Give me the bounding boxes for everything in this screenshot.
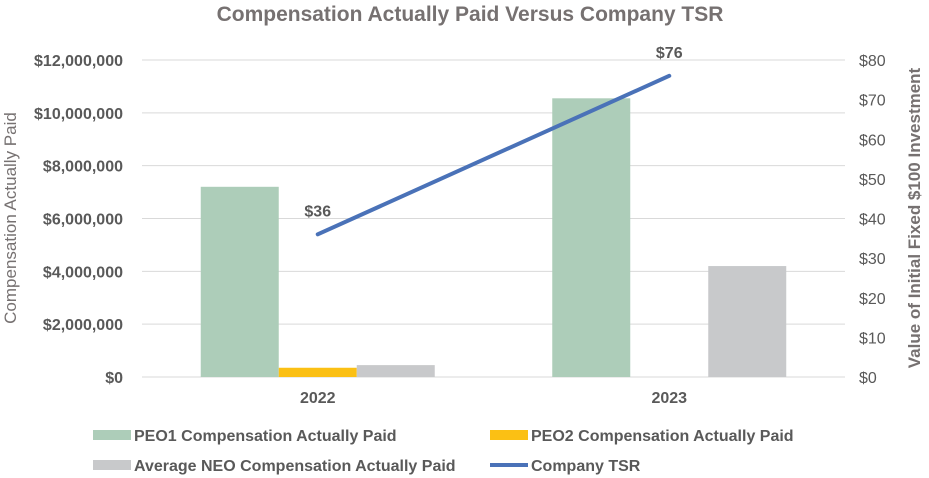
bar — [356, 365, 435, 377]
legend-label: Average NEO Compensation Actually Paid — [134, 458, 456, 475]
y-tick-label-right: $30 — [859, 251, 886, 268]
x-axis: 2022 2023 — [300, 390, 687, 407]
y-tick-label-left: $4,000,000 — [43, 264, 123, 281]
legend: PEO1 Compensation Actually Paid PEO2 Comp… — [93, 428, 794, 475]
y-axis-right: $0 $10 $20 $30 $40 $50 $60 $70 $80 — [859, 53, 886, 387]
y-tick-label-right: $40 — [859, 212, 886, 229]
chart-title: Compensation Actually Paid Versus Compan… — [217, 3, 724, 26]
legend-swatch — [490, 430, 528, 440]
legend-label: PEO2 Compensation Actually Paid — [531, 428, 794, 445]
y-axis-title-left: Compensation Actually Paid — [1, 112, 20, 324]
x-tick-label: 2022 — [300, 390, 336, 407]
y-axis-left: $0 $2,000,000 $4,000,000 $6,000,000 $8,000,0… — [34, 53, 123, 387]
y-tick-label-left: $10,000,000 — [34, 106, 123, 123]
y-tick-label-right: $60 — [859, 132, 886, 149]
legend-label: PEO1 Compensation Actually Paid — [134, 428, 397, 445]
y-tick-label-right: $50 — [859, 172, 886, 189]
y-tick-label-left: $8,000,000 — [43, 159, 123, 176]
x-tick-label: 2023 — [651, 390, 687, 407]
bar — [552, 98, 631, 377]
y-tick-label-right: $70 — [859, 93, 886, 110]
y-tick-label-left: $6,000,000 — [43, 212, 123, 229]
legend-swatch — [93, 430, 131, 440]
legend-label: Company TSR — [531, 458, 641, 475]
y-axis-title-right: Value of Initial Fixed $100 Investment — [905, 67, 924, 368]
y-tick-label-right: $20 — [859, 291, 886, 308]
y-tick-label-right: $0 — [859, 370, 877, 387]
tsr-data-label: $76 — [656, 45, 683, 62]
tsr-line-layer: $36 $76 — [304, 45, 683, 237]
y-tick-label-right: $10 — [859, 330, 886, 347]
tsr-data-label: $36 — [304, 203, 331, 220]
y-tick-label-left: $2,000,000 — [43, 317, 123, 334]
tsr-line — [315, 73, 672, 237]
y-tick-label-left: $12,000,000 — [34, 53, 123, 70]
bar — [278, 367, 357, 377]
y-tick-label-left: $0 — [105, 370, 123, 387]
legend-swatch — [93, 460, 131, 470]
y-tick-label-right: $80 — [859, 53, 886, 70]
bar — [200, 186, 279, 377]
bars — [200, 98, 787, 377]
bar — [708, 266, 787, 377]
